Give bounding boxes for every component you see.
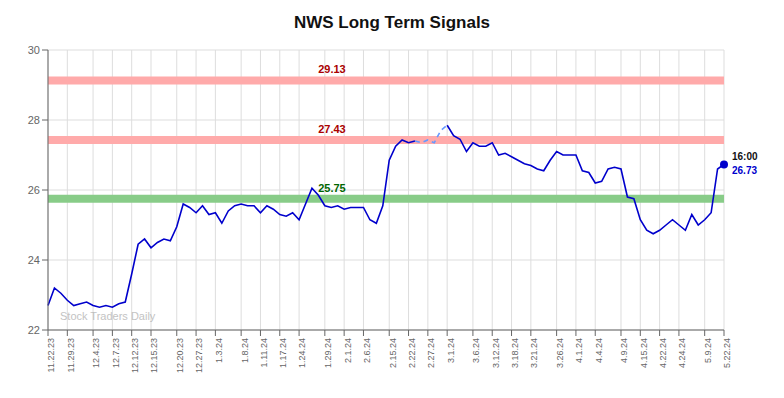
svg-text:3.18.24: 3.18.24 (510, 338, 520, 368)
svg-text:4.9.24: 4.9.24 (619, 338, 629, 363)
svg-text:12.12.23: 12.12.23 (130, 338, 140, 373)
svg-text:4.24.24: 4.24.24 (677, 338, 687, 368)
svg-text:4.22.24: 4.22.24 (658, 338, 668, 368)
svg-text:2.1.24: 2.1.24 (343, 338, 353, 363)
html-text:NWS Long Term Signals: NWS Long Term Signals (293, 13, 491, 32)
svg-text:5.22.24: 5.22.24 (722, 338, 732, 368)
svg-text:2.22.24: 2.22.24 (407, 338, 417, 368)
svg-text:24: 24 (28, 254, 40, 266)
svg-text:29.13: 29.13 (318, 63, 346, 75)
svg-text:26: 26 (28, 184, 40, 196)
html-text:Stock Traders Daily: Stock Traders Daily (60, 310, 156, 322)
svg-text:2.6.24: 2.6.24 (362, 338, 372, 363)
svg-text:3.21.24: 3.21.24 (529, 338, 539, 368)
svg-text:4.4.24: 4.4.24 (594, 338, 604, 363)
svg-text:3.12.24: 3.12.24 (491, 338, 501, 368)
svg-text:30: 30 (28, 44, 40, 56)
svg-text:16:00: 16:00 (732, 151, 758, 162)
svg-text:27.43: 27.43 (318, 123, 346, 135)
svg-text:3.6.24: 3.6.24 (471, 338, 481, 363)
svg-text:3.26.24: 3.26.24 (555, 338, 565, 368)
svg-text:1.17.24: 1.17.24 (278, 338, 288, 368)
svg-text:4.1.24: 4.1.24 (574, 338, 584, 363)
svg-text:1.3.24: 1.3.24 (214, 338, 224, 363)
svg-text:12.7.23: 12.7.23 (111, 338, 121, 368)
svg-text:5.9.24: 5.9.24 (703, 338, 713, 363)
svg-text:22: 22 (28, 324, 40, 336)
svg-text:2.27.24: 2.27.24 (426, 338, 436, 368)
svg-text:12.27.23: 12.27.23 (194, 338, 204, 373)
svg-text:12.15.23: 12.15.23 (149, 338, 159, 373)
svg-text:4.15.24: 4.15.24 (639, 338, 649, 368)
svg-text:1.29.24: 1.29.24 (323, 338, 333, 368)
svg-text:3.1.24: 3.1.24 (446, 338, 456, 363)
svg-text:2.15.24: 2.15.24 (388, 338, 398, 368)
svg-text:1.8.24: 1.8.24 (240, 338, 250, 363)
svg-text:12.4.23: 12.4.23 (91, 338, 101, 368)
svg-text:26.73: 26.73 (732, 165, 757, 176)
svg-text:11.22.23: 11.22.23 (46, 338, 56, 372)
svg-text:12.20.23: 12.20.23 (175, 338, 185, 373)
svg-text:1.24.24: 1.24.24 (297, 338, 307, 368)
svg-text:28: 28 (28, 114, 40, 126)
svg-text:1.11.24: 1.11.24 (259, 338, 269, 367)
svg-text:11.29.23: 11.29.23 (66, 338, 76, 372)
svg-text:25.75: 25.75 (318, 182, 346, 194)
